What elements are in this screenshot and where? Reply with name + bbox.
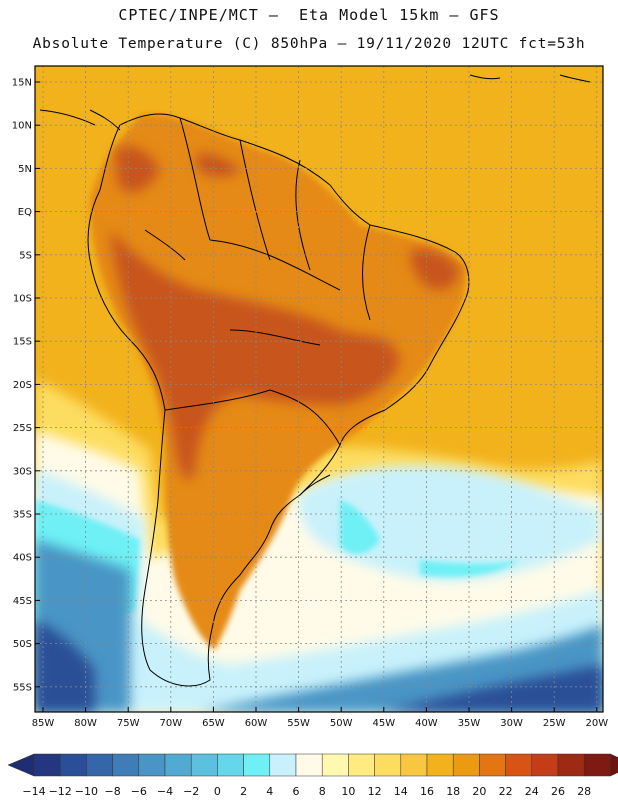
lon-label: 85W [32, 718, 55, 729]
colorbar-segment [269, 753, 297, 777]
lat-label: 40S [13, 553, 32, 564]
colorbar-segment [505, 753, 533, 777]
lon-label: 25W [543, 718, 566, 729]
colorbar-label: 14 [394, 785, 408, 798]
colorbar-label: −2 [183, 785, 199, 798]
colorbar-segment [190, 753, 218, 777]
lat-label: 35S [13, 510, 32, 521]
colorbar-label: 22 [499, 785, 513, 798]
colorbar-high-end [610, 753, 618, 777]
lon-label: 20W [585, 718, 608, 729]
colorbar-label: 18 [446, 785, 460, 798]
land-hot-region [110, 146, 460, 481]
colorbar-label: 6 [293, 785, 300, 798]
lon-label: 50W [330, 718, 353, 729]
colorbar-segment [583, 753, 611, 777]
cold-band-atlantic [299, 466, 600, 581]
cold-band-3 [35, 540, 603, 712]
lon-label: 80W [74, 718, 97, 729]
map-title-line1: CPTEC/INPE/MCT – Eta Model 15km – GFS [118, 6, 500, 24]
map-frame [34, 65, 604, 713]
map-title-line2: Absolute Temperature (C) 850hPa – 19/11/… [32, 36, 586, 52]
colorbar-low-end [7, 753, 35, 777]
lon-label: 30W [500, 718, 523, 729]
colorbar-segment [295, 753, 323, 777]
colorbar-label: 16 [420, 785, 434, 798]
longitude-labels: 85W 80W 75W 70W 65W 60W 55W 50W 45W 40W 35W 30W 25W 2… [32, 707, 608, 729]
colorbar-segment [426, 753, 454, 777]
cold-band-1 [35, 470, 603, 712]
colorbar-segment [479, 753, 506, 777]
lat-label: 5N [18, 164, 32, 175]
colorbar-label: 2 [240, 785, 247, 798]
colorbar-segment [243, 753, 271, 777]
colorbar: −14 −12 −10 −8 −6 −4 −2 0 2 4 6 8 10 12 14 16 18 20 22 24 26… [7, 753, 618, 798]
lat-label: 10S [13, 294, 32, 305]
colorbar-label: −12 [49, 785, 72, 798]
colorbar-label: −14 [22, 785, 45, 798]
colorbar-label: −8 [104, 785, 120, 798]
lon-label: 60W [245, 718, 268, 729]
lat-label: 30S [13, 466, 32, 477]
colorbar-label: 4 [266, 785, 273, 798]
colorbar-segment [452, 753, 480, 777]
lat-label: 25S [13, 423, 32, 434]
colorbar-segment [531, 753, 559, 777]
lat-label: 15N [12, 78, 32, 89]
colorbar-segment [112, 753, 140, 777]
lon-label: 70W [159, 718, 182, 729]
colorbar-segment [557, 753, 585, 777]
colorbar-segment [164, 753, 192, 777]
lat-label: 50S [13, 639, 32, 650]
lat-label: EQ [18, 207, 32, 218]
colorbar-label: −6 [131, 785, 147, 798]
lat-label: 55S [13, 682, 32, 693]
lon-label: 75W [117, 718, 140, 729]
colorbar-segment [138, 753, 166, 777]
lon-label: 45W [372, 718, 395, 729]
colorbar-segment [217, 753, 244, 777]
colorbar-label: 28 [577, 785, 591, 798]
lon-label: 40W [415, 718, 438, 729]
colorbar-segment [374, 753, 402, 777]
lat-label: 15S [13, 337, 32, 348]
lon-label: 35W [458, 718, 481, 729]
lat-label: 5S [19, 250, 32, 261]
colorbar-label: −10 [75, 785, 98, 798]
lat-label: 45S [13, 596, 32, 607]
colorbar-segment [321, 753, 349, 777]
colorbar-label: 12 [368, 785, 382, 798]
cold-band-4 [35, 620, 603, 712]
coastlines-and-borders [39, 74, 591, 687]
latitude-labels: 15N 10N 5N EQ 5S 10S 15S 20S 25S 30S 35S 40S 45S 50S 5… [12, 78, 40, 693]
colorbar-label: 0 [214, 785, 221, 798]
lat-label: 20S [13, 380, 32, 391]
colorbar-label: −4 [157, 785, 173, 798]
lon-label: 65W [202, 718, 225, 729]
colorbar-label: 24 [525, 785, 539, 798]
lat-label: 10N [12, 121, 32, 132]
colorbar-segment [400, 753, 428, 777]
colorbar-label: 10 [341, 785, 355, 798]
colorbar-segment [59, 753, 87, 777]
colorbar-segment [86, 753, 113, 777]
colorbar-label: 26 [551, 785, 565, 798]
colorbar-segment [348, 753, 375, 777]
colorbar-label: 20 [472, 785, 486, 798]
colorbar-label: 8 [319, 785, 326, 798]
map-field [35, 66, 603, 712]
colorbar-segment [33, 753, 61, 777]
lon-label: 55W [287, 718, 310, 729]
